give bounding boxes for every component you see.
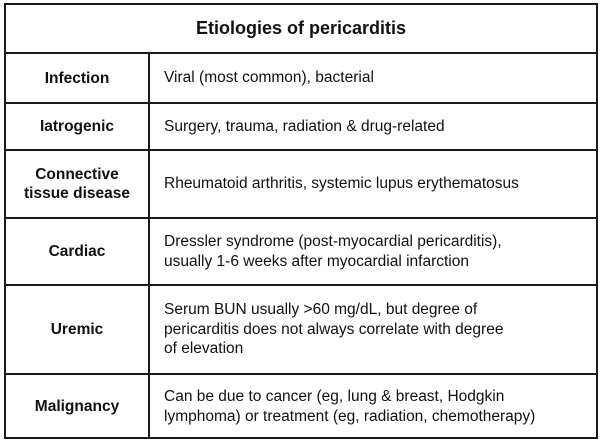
table-row-connective-tissue-disease: Connective tissue disease Rheumatoid art… xyxy=(6,151,596,219)
row-label: Uremic xyxy=(6,286,150,373)
row-description: Dressler syndrome (post-myocardial peric… xyxy=(164,233,502,270)
table-row-malignancy: Malignancy Can be due to cancer (eg, lun… xyxy=(6,375,596,438)
etiologies-table: Etiologies of pericarditis Infection Vir… xyxy=(4,3,598,439)
table-row-iatrogenic: Iatrogenic Surgery, trauma, radiation & … xyxy=(6,104,596,151)
row-label: Malignancy xyxy=(6,375,150,438)
table-row-cardiac: Cardiac Dressler syndrome (post-myocardi… xyxy=(6,219,596,286)
table-row-infection: Infection Viral (most common), bacterial xyxy=(6,54,596,104)
table-row-uremic: Uremic Serum BUN usually >60 mg/dL, but … xyxy=(6,286,596,375)
row-description: Surgery, trauma, radiation & drug-relate… xyxy=(164,117,445,135)
row-description: Serum BUN usually >60 mg/dL, but degree … xyxy=(164,301,504,358)
table-title: Etiologies of pericarditis xyxy=(6,5,596,54)
row-description: Rheumatoid arthritis, systemic lupus ery… xyxy=(164,175,519,193)
row-description: Viral (most common), bacterial xyxy=(164,69,374,87)
row-description: Can be due to cancer (eg, lung & breast,… xyxy=(164,388,536,425)
row-label: Cardiac xyxy=(6,219,150,284)
row-label: Connective tissue disease xyxy=(6,151,150,217)
row-label: Iatrogenic xyxy=(6,104,150,149)
row-label: Infection xyxy=(6,54,150,102)
